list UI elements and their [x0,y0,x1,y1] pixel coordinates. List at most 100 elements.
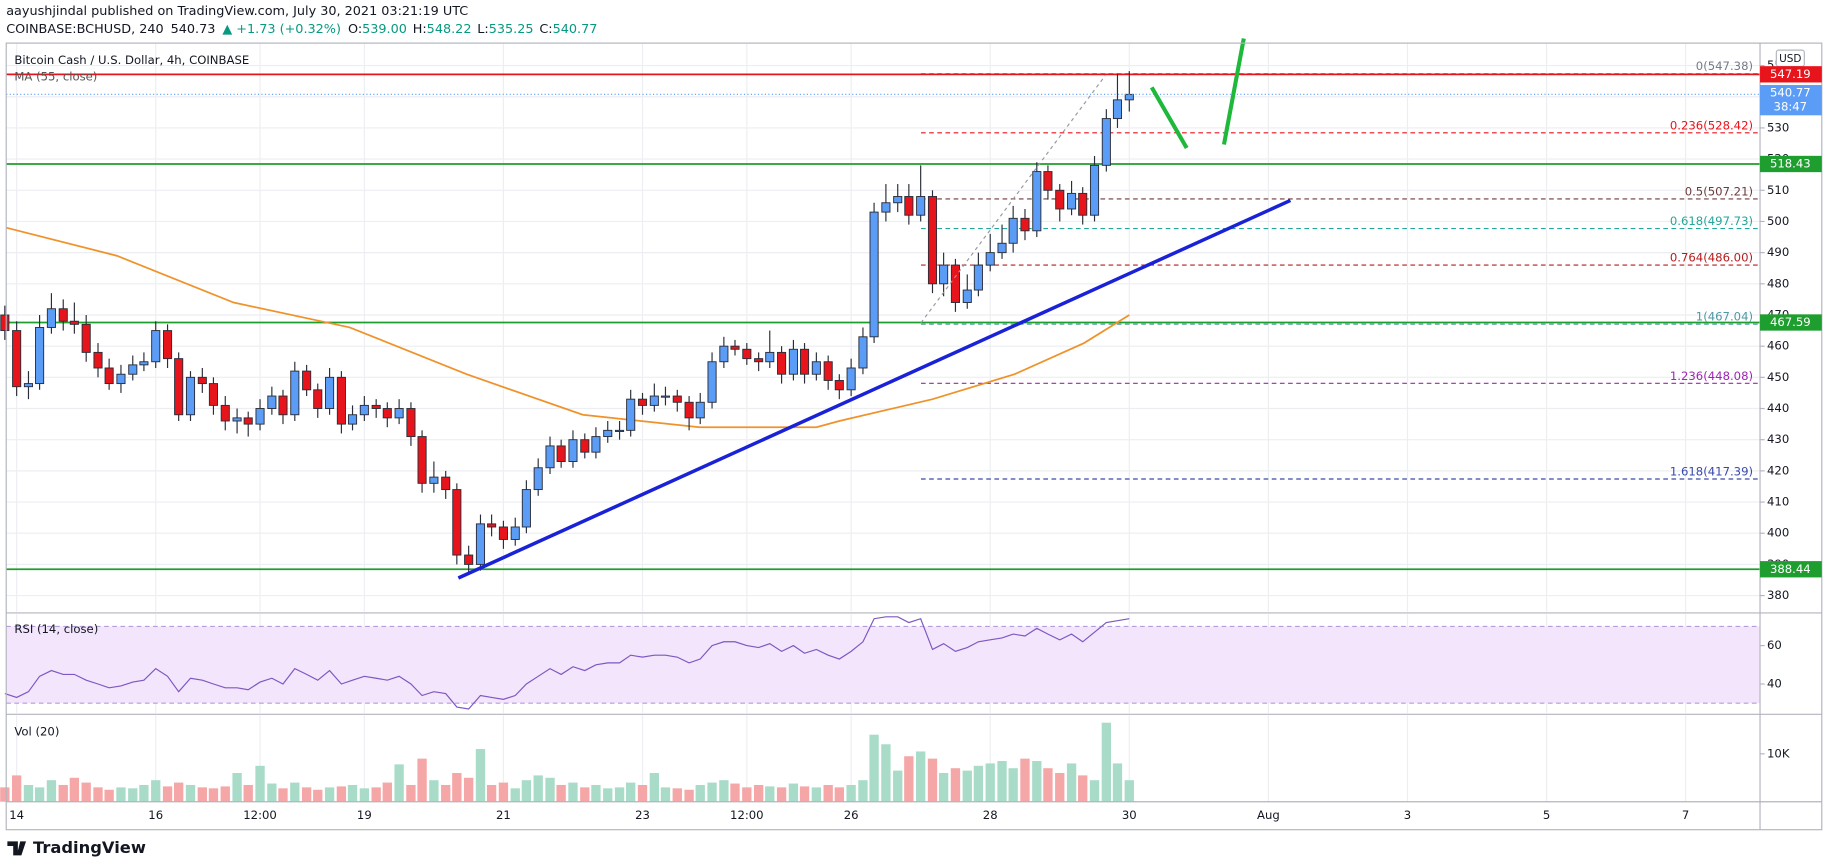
x-tick-label: 12:00 [243,808,277,822]
volume-bar [290,782,300,802]
level-tag [1760,314,1822,331]
volume-bar [336,786,347,802]
volume-bar [707,782,717,802]
candle-body [1055,189,1065,210]
level-tag-label: 518.43 [1770,156,1811,170]
candle-body [939,264,949,285]
volume-bar [116,787,126,802]
candle-body [452,489,462,556]
countdown: 38:47 [1774,100,1808,114]
volume-bar [359,788,370,802]
ohlc-label: C: [539,22,552,37]
candle-body [336,376,346,425]
candle-body [290,370,300,416]
candle-body [1043,171,1053,191]
volume-bar [765,786,775,802]
y-tick-label: 60 [1767,638,1782,652]
x-tick-label: 21 [496,808,511,822]
candle-body [139,361,149,366]
level-tag [1760,155,1822,173]
candle-body [858,336,868,369]
volume-bar [1078,775,1088,802]
x-tick-label: 14 [9,808,24,822]
author-line: aayushjindal published on TradingView.co… [6,4,468,19]
last-price-label: 540.77 [1770,86,1811,100]
candle-body [23,383,34,388]
symbol-line: COINBASE:BCHUSD, 240 540.73 ▲ +1.73 (+0.32… [6,22,597,37]
volume-bar [58,784,68,802]
volume-bar [128,788,138,802]
candle-body [487,523,497,528]
volume-bar [799,786,810,802]
volume-bar [371,787,381,802]
volume-bar [452,772,462,802]
volume-bar [1055,772,1065,802]
fib-label: 0.236(528.42) [1670,118,1753,132]
candle-body [521,489,531,528]
volume-bar [324,787,335,802]
candle-body [81,323,91,353]
volume-bar [139,784,149,802]
candle-body [904,196,914,216]
candle-body [556,445,566,462]
candle-body [441,476,451,491]
volume-bar [904,756,914,802]
x-tick-label: Aug [1257,808,1280,822]
candle-body [950,264,960,303]
volume-bar [197,787,207,802]
candle-body [799,348,810,375]
currency: USD [1779,53,1801,65]
candle-body [846,367,856,391]
candle-body [174,358,184,416]
candle-body [962,289,972,303]
volume-bar [603,788,613,802]
volume-bar [637,784,648,802]
fib-label: 0.5(507.21) [1685,184,1753,198]
last-price-tag [1760,85,1822,116]
fib-label: 1.236(448.08) [1670,369,1753,383]
candle-body [417,436,427,484]
volume-bar [916,751,926,802]
volume-bar [1066,763,1077,802]
y-tick-label: 400 [1767,526,1789,540]
candle-body [765,351,775,363]
volume-bar [0,787,10,802]
fib-label: 0(547.38) [1696,59,1753,73]
candle-body [591,436,601,453]
y-tick-label: 430 [1767,432,1789,446]
candle-body [116,373,126,385]
vol-title: Vol (20) [14,724,59,738]
volume-bar [556,784,566,802]
candle-body [626,398,636,431]
volume-bar [580,787,590,802]
candle-body [881,202,891,213]
candle-body [104,367,114,385]
x-tick-label: 3 [1404,808,1411,822]
volume-bar [174,782,184,802]
volume-bar [545,777,555,802]
candle-body [1020,217,1030,232]
candle-body [220,404,230,422]
volume-bar [742,787,752,802]
volume-bar [463,777,474,802]
y-tick-label: 480 [1767,276,1789,290]
ohlc-value: 540.77 [553,22,598,37]
volume-bar [927,758,938,802]
ohlc-label: O: [348,22,362,37]
volume-bar [985,763,995,802]
volume-bar [208,788,219,802]
candle-body [603,429,613,438]
fib-label: 0.764(486.00) [1670,251,1753,265]
trend-line [457,198,1292,580]
candle-body [197,376,207,385]
plot-area: 141612:0019212312:00262830Aug35738039040… [0,43,1790,822]
candle-body [302,370,312,391]
volume-bar [660,787,671,802]
volume-bar [267,783,277,802]
candle-body [533,467,543,491]
volume-bar [614,787,625,802]
volume-bar [1089,780,1100,802]
volume-bar [649,772,659,802]
candle-body [394,408,404,419]
